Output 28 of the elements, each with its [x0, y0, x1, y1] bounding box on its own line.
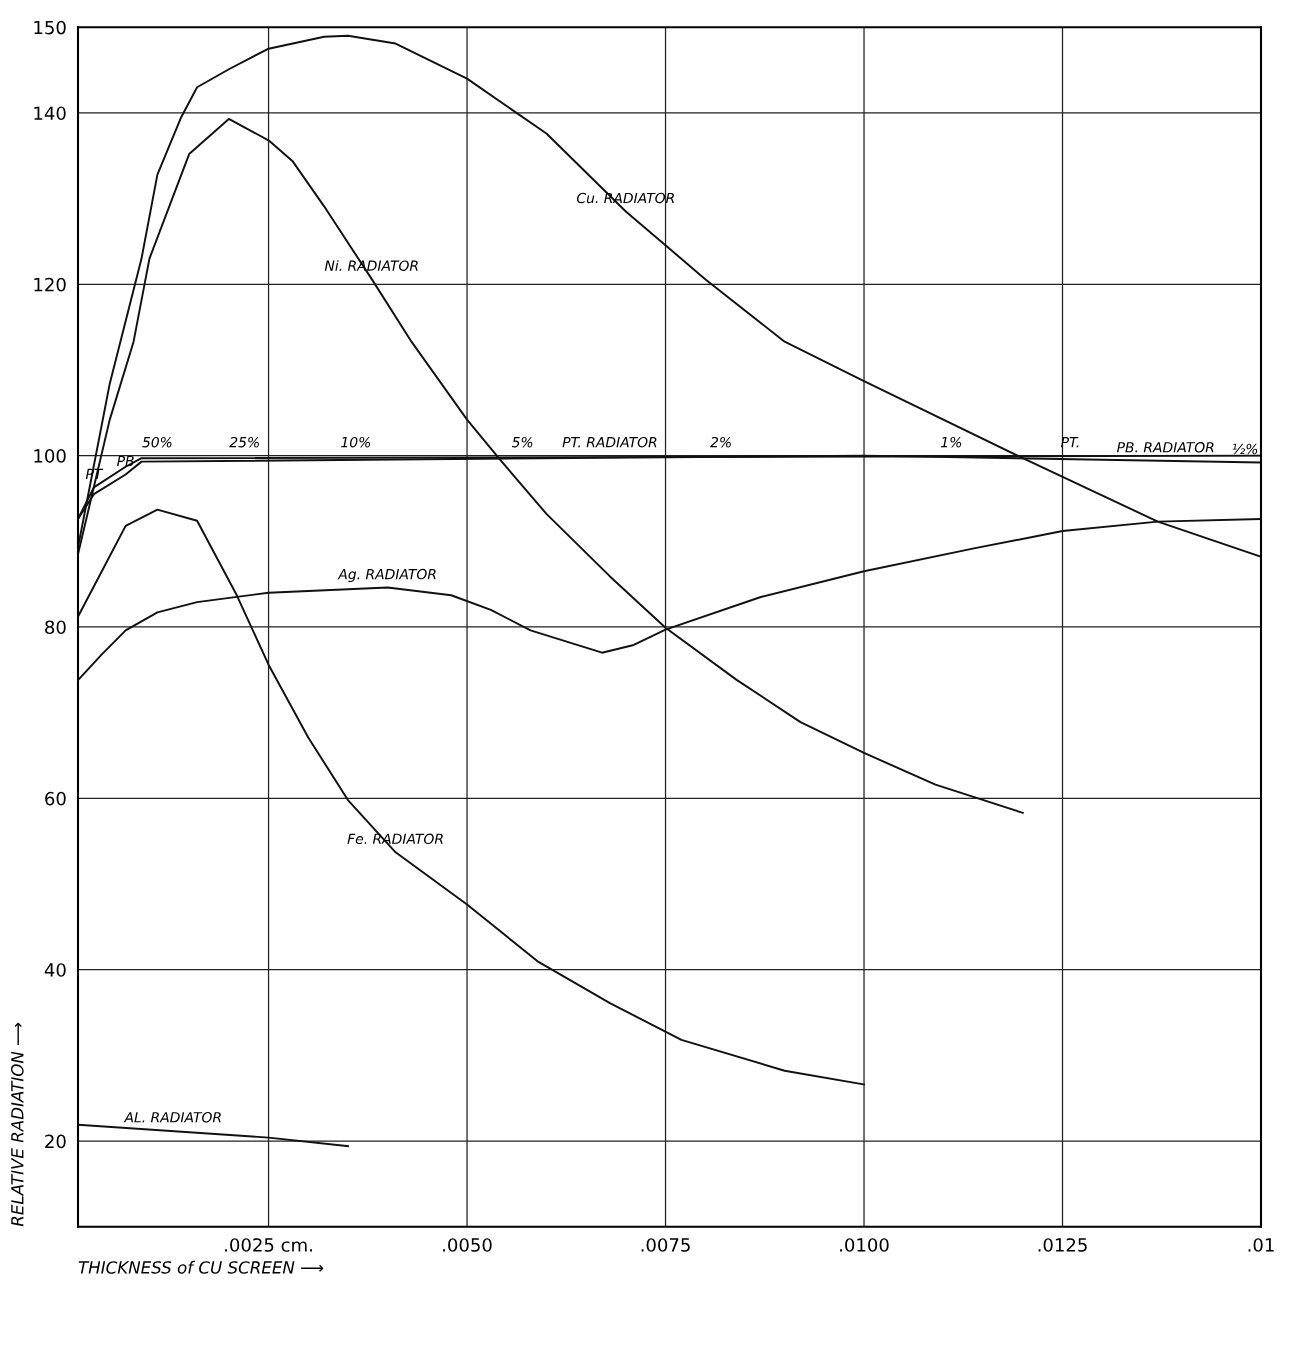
y-tick-label: 120: [34, 277, 66, 292]
y-tick-label: 20: [45, 1134, 66, 1149]
x-tick-label: .0125: [1038, 1238, 1087, 1252]
annotation: 50%: [142, 436, 172, 448]
x-tick-label: .0050: [443, 1238, 492, 1252]
y-tick-label: 60: [45, 791, 66, 806]
x-tick-label: .01: [1248, 1238, 1274, 1252]
annotation: 25%: [229, 436, 259, 448]
annotation: PB: [117, 455, 134, 467]
x-tick-label: .0025 cm.: [225, 1238, 312, 1252]
annotation: AL. RADIATOR: [123, 1111, 221, 1123]
annotation: 5%: [511, 436, 533, 448]
y-tick-label: 80: [45, 620, 66, 635]
annotation: ½%: [1232, 443, 1258, 455]
x-axis-title: THICKNESS of CU SCREEN ⟶: [78, 1260, 324, 1274]
annotation: 2%: [710, 436, 731, 448]
y-tick-label: 40: [44, 963, 66, 977]
annotation: 1%: [941, 436, 962, 448]
annotation: 10%: [341, 436, 371, 448]
y-tick-label: 140: [34, 106, 66, 121]
y-tick-label: 100: [34, 449, 66, 463]
x-tick-label: .0100: [840, 1238, 889, 1252]
y-axis-title: RELATIVE RADIATION ⟶: [11, 1022, 24, 1227]
annotation: PB. RADIATOR: [1116, 442, 1214, 453]
x-tick-label: .0075: [641, 1238, 690, 1252]
annotation: Ag. RADIATOR: [337, 568, 436, 583]
y-tick-label: 150: [34, 20, 66, 35]
annotation: PT. RADIATOR: [562, 436, 657, 448]
